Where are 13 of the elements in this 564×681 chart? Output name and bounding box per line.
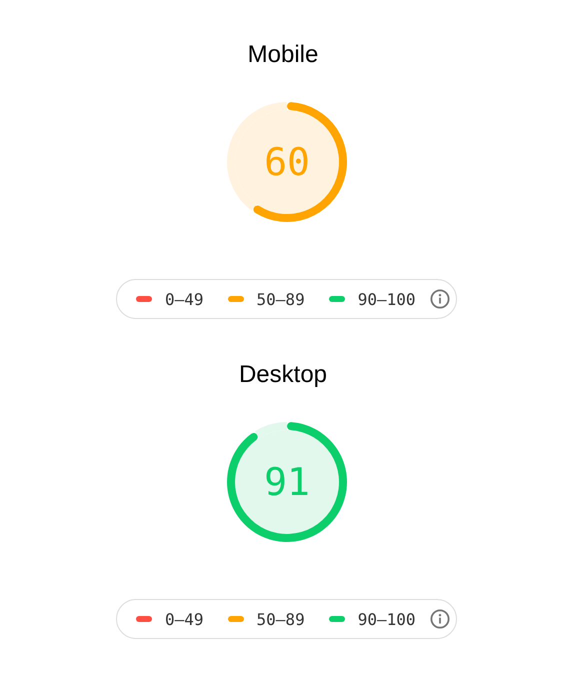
donut-slice xyxy=(253,102,347,222)
text: 50–89 xyxy=(256,290,305,308)
chart-title: Mobile xyxy=(248,41,318,68)
text: 91 xyxy=(264,460,310,504)
donut-slice xyxy=(254,422,287,438)
text: 0–49 xyxy=(165,290,204,308)
chart-title: Desktop xyxy=(238,361,328,388)
donut-slice xyxy=(227,422,347,542)
text: 50–89 xyxy=(256,610,305,628)
text: 90–100 xyxy=(358,290,416,308)
text: 0–49 xyxy=(165,610,204,628)
text: 60 xyxy=(264,140,310,184)
text: 90–100 xyxy=(358,610,416,628)
